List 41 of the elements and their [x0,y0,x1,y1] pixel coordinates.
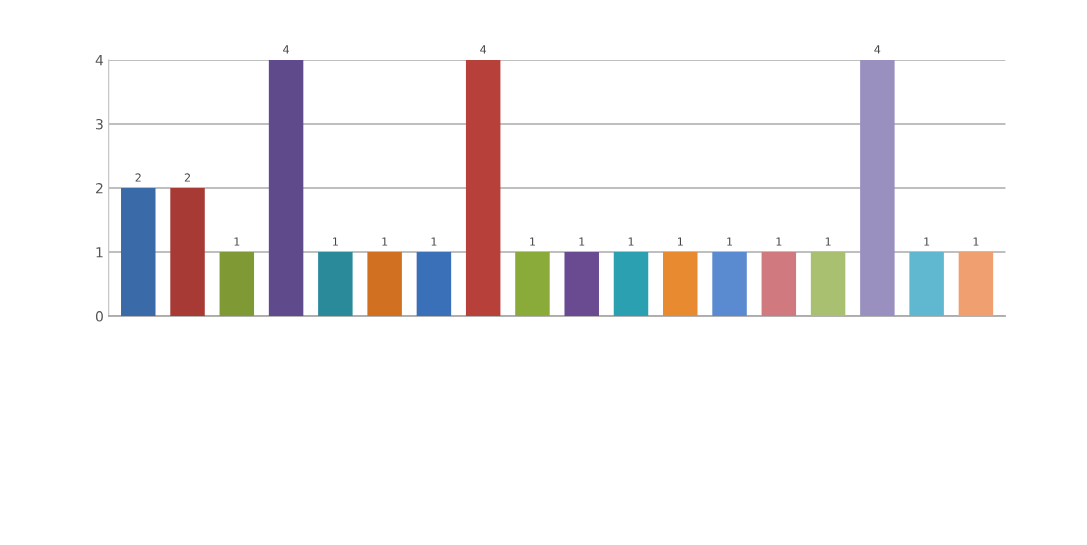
bar [909,252,944,317]
bar [121,188,156,317]
data-label: 2 [184,173,190,182]
bar [219,252,255,317]
y-tick-label: 2 [96,182,103,194]
data-label: 4 [874,45,881,54]
bar [268,59,304,317]
data-label: 1 [677,237,683,246]
data-label: 1 [234,237,240,246]
data-label: 1 [382,237,388,246]
bar [958,252,994,317]
bar [613,252,649,317]
bar [465,59,501,317]
y-tick-label: 0 [95,311,103,322]
data-label: 1 [333,237,338,246]
data-label: 4 [283,45,289,54]
bar [761,252,797,317]
data-label: 1 [628,237,634,246]
bar [810,252,846,317]
bar [860,59,895,317]
y-tick-label: 4 [95,55,104,66]
data-label: 1 [825,237,831,246]
bar [712,252,747,317]
bar [515,252,550,317]
data-label: 1 [530,237,535,246]
data-label: 1 [776,237,782,246]
data-label: 2 [135,173,141,182]
bar [318,252,353,317]
bar [170,188,205,317]
data-label: 1 [727,237,733,246]
y-tick-label: 3 [96,118,103,130]
bar [564,252,599,317]
data-label: 1 [579,237,585,246]
data-label: 1 [431,237,437,246]
bar [416,252,452,317]
y-tick-label: 1 [96,247,103,258]
data-label: 1 [973,237,979,246]
data-label: 4 [480,45,487,54]
bar [663,252,698,317]
data-label: 1 [924,237,930,246]
bar [367,252,402,317]
